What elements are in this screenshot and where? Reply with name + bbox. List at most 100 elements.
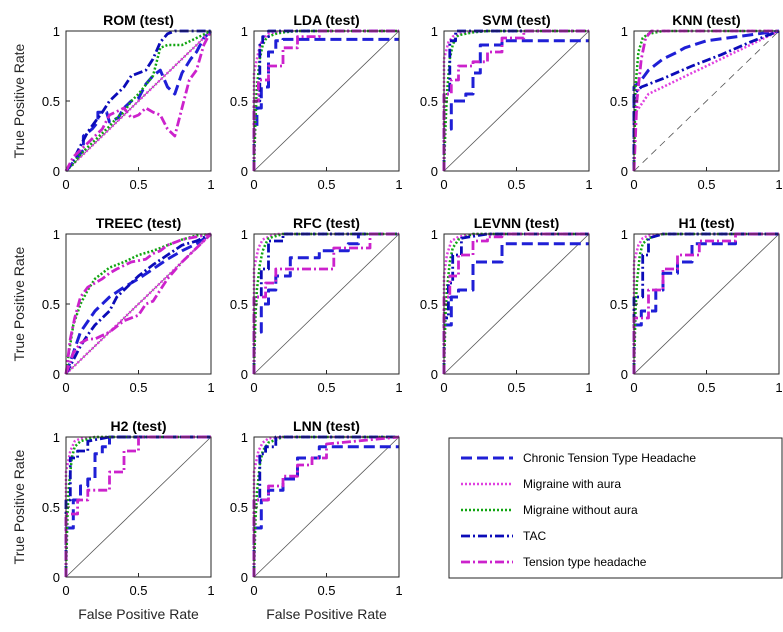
plot-area (632, 29, 780, 172)
roc-curve-tac (442, 29, 589, 171)
roc-curve-mwoa (252, 232, 399, 375)
legend-label-mwa: Migraine with aura (523, 477, 621, 491)
roc-panel-7: 00 0.5 0.5 1 1 H1 (test) (610, 215, 783, 395)
roc-curve-tac (442, 232, 589, 374)
y-tick-label: 0.5 (42, 297, 60, 312)
roc-curve-chronic (632, 232, 779, 374)
y-tick-label: 1 (621, 227, 628, 242)
x-tick-label: 0 (62, 583, 69, 598)
x-tick-label: 0.5 (129, 380, 147, 395)
x-tick-label: 0 (630, 380, 637, 395)
roc-curve-chronic (442, 39, 589, 171)
panel-title: LEVNN (test) (474, 215, 560, 231)
x-tick-label: 0 (62, 380, 69, 395)
plot-area (632, 232, 780, 375)
roc-curve-mwoa (632, 29, 779, 172)
x-tick-label: 0 (440, 380, 447, 395)
roc-curve-mwa (65, 30, 212, 172)
y-tick-label: 0 (53, 164, 60, 179)
y-tick-label: 0.5 (230, 500, 248, 515)
roc-curve-tac (64, 29, 211, 172)
y-tick-label: 0 (241, 164, 248, 179)
roc-curve-tth (442, 29, 589, 171)
roc-curve-tac (632, 29, 780, 171)
panel-title: LNN (test) (293, 418, 360, 434)
chance-diagonal (253, 233, 400, 375)
y-tick-label: 1 (53, 430, 60, 445)
x-tick-label: 1 (585, 177, 592, 192)
panel-title: ROM (test) (103, 12, 174, 28)
plot-area (252, 435, 400, 578)
roc-curve-tth (64, 232, 212, 375)
roc-panel-2: 00 0.5 0.5 1 1 SVM (test) (420, 12, 593, 192)
y-tick-label: 1 (621, 24, 628, 39)
roc-panel-8: 00 0.5 0.5 1 1 H2 (test) True Positive Rate Fal… (11, 418, 215, 622)
roc-curve-tth (64, 30, 213, 172)
y-tick-label: 0 (241, 570, 248, 585)
y-tick-label: 0.5 (230, 94, 248, 109)
roc-curve-tth (252, 435, 400, 577)
x-tick-label: 0.5 (507, 380, 525, 395)
roc-curve-mwa (65, 233, 212, 375)
roc-curve-tth (252, 29, 399, 171)
roc-curve-chronic (252, 232, 399, 374)
plot-area (442, 29, 590, 172)
roc-curve-mwoa (64, 435, 211, 578)
x-tick-label: 0 (250, 380, 257, 395)
roc-curve-mwoa (442, 232, 589, 375)
x-tick-label: 1 (775, 380, 782, 395)
y-tick-label: 0 (621, 367, 628, 382)
y-tick-label: 1 (431, 24, 438, 39)
roc-panel-3: 00 0.5 0.5 1 1 KNN (test) (610, 12, 783, 192)
y-tick-label: 1 (241, 227, 248, 242)
x-tick-label: 1 (775, 177, 782, 192)
plot-area (252, 232, 400, 375)
panel-title: RFC (test) (293, 215, 360, 231)
panel-title: TREEC (test) (96, 215, 182, 231)
x-tick-label: 1 (395, 583, 402, 598)
roc-panel-0: 00 0.5 0.5 1 1 ROM (test) True Positive Rate (11, 12, 215, 192)
roc-curve-tth (632, 232, 779, 374)
y-tick-label: 0.5 (610, 297, 628, 312)
x-tick-label: 1 (395, 380, 402, 395)
y-tick-label: 0.5 (420, 94, 438, 109)
plot-area (64, 435, 212, 578)
x-tick-label: 1 (585, 380, 592, 395)
y-tick-label: 1 (53, 227, 60, 242)
chance-diagonal (633, 233, 780, 375)
x-tick-label: 0 (62, 177, 69, 192)
roc-curve-mwoa (65, 29, 212, 172)
y-axis-label: True Positive Rate (11, 43, 27, 158)
roc-curve-tth (442, 232, 589, 374)
legend: Chronic Tension Type Headache Migraine wi… (448, 437, 783, 579)
legend-label-chronic: Chronic Tension Type Headache (523, 451, 696, 465)
y-tick-label: 0 (53, 367, 60, 382)
y-tick-label: 0 (431, 367, 438, 382)
panel-title: H1 (test) (678, 215, 734, 231)
x-tick-label: 0.5 (129, 583, 147, 598)
y-tick-label: 1 (431, 227, 438, 242)
roc-curve-chronic (64, 435, 211, 577)
roc-panel-9: 00 0.5 0.5 1 1 LNN (test) False Positive Rate (230, 418, 403, 622)
plot-area (64, 29, 213, 172)
roc-panel-1: 00 0.5 0.5 1 1 LDA (test) (230, 12, 403, 192)
x-tick-label: 1 (207, 583, 214, 598)
x-tick-label: 1 (207, 177, 214, 192)
x-tick-label: 0 (250, 177, 257, 192)
legend-box (448, 437, 783, 579)
x-tick-label: 1 (395, 177, 402, 192)
plot-area (252, 29, 400, 172)
roc-curve-mwa (632, 29, 780, 171)
x-tick-label: 0.5 (317, 380, 335, 395)
roc-panel-4: 00 0.5 0.5 1 1 TREEC (test) True Positive Rate (11, 215, 215, 395)
roc-curve-mwoa (632, 232, 779, 375)
y-tick-label: 0.5 (42, 94, 60, 109)
roc-curve-tth (64, 232, 212, 375)
panel-title: SVM (test) (482, 12, 550, 28)
roc-curve-mwa (442, 29, 589, 171)
x-tick-label: 0.5 (697, 177, 715, 192)
roc-curve-chronic (442, 242, 589, 374)
x-tick-label: 0.5 (697, 380, 715, 395)
x-tick-label: 0 (630, 177, 637, 192)
